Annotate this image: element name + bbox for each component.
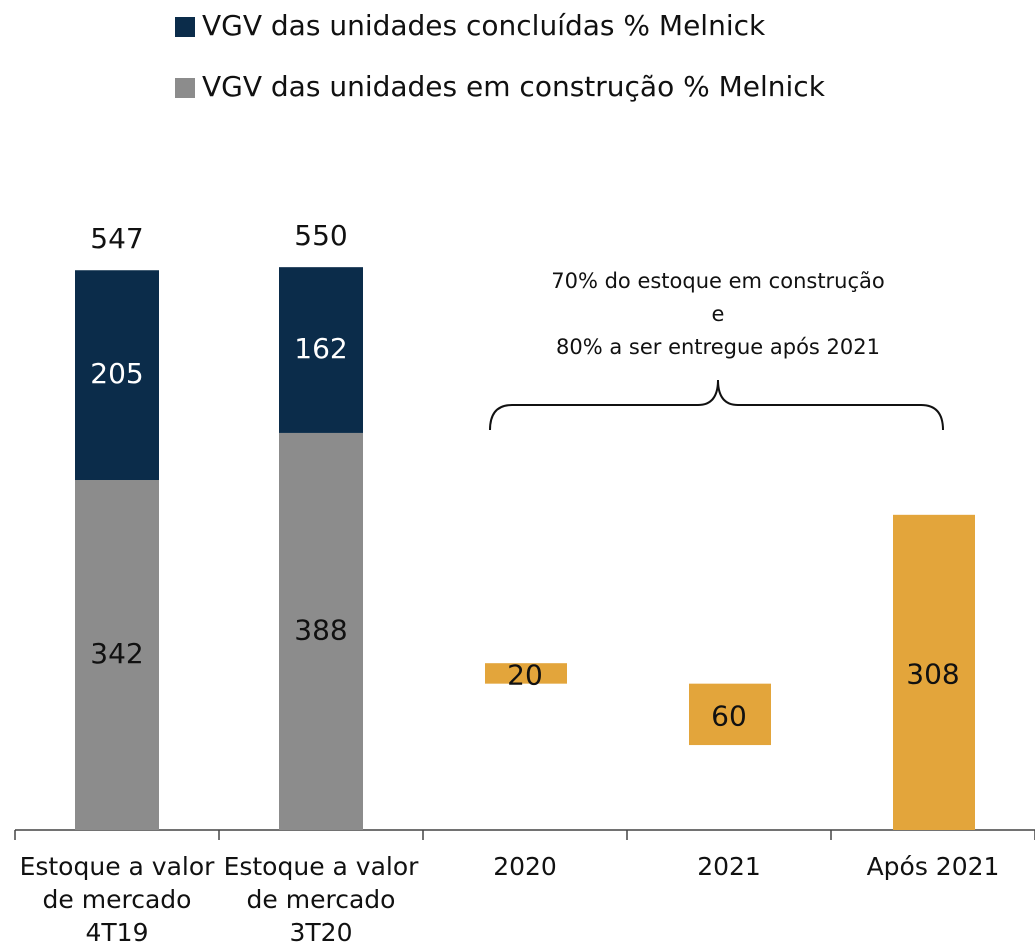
data-label: 60 — [711, 699, 747, 732]
x-tick-label: de mercado — [43, 885, 192, 914]
data-label: 205 — [90, 357, 143, 390]
x-tick-label: 2020 — [493, 852, 557, 881]
annotation: 80% a ser entregue após 2021 — [556, 335, 880, 359]
total-label: 550 — [294, 219, 347, 252]
x-tick-label: 3T20 — [290, 918, 353, 947]
waterfall-bar — [893, 514, 975, 830]
bar-segment — [75, 270, 159, 481]
legend-label: VGV das unidades em construção % Melnick — [202, 70, 826, 103]
total-label: 547 — [90, 222, 143, 255]
x-tick-label: Estoque a valor — [224, 852, 420, 881]
waterfall-bar — [689, 683, 771, 746]
legend-swatch — [175, 78, 195, 98]
bar-segment — [75, 480, 159, 830]
data-label: 308 — [906, 657, 959, 690]
annotation: e — [712, 302, 725, 326]
legend-swatch — [175, 17, 195, 37]
x-tick-label: Após 2021 — [867, 852, 1000, 881]
brace — [489, 379, 944, 431]
waterfall-bar — [485, 663, 567, 684]
bar-segment — [279, 432, 363, 830]
x-tick-label: Estoque a valor — [20, 852, 216, 881]
data-label: 388 — [294, 613, 347, 646]
x-tick-label: de mercado — [247, 885, 396, 914]
legend-label: VGV das unidades concluídas % Melnick — [202, 9, 766, 42]
data-label: 162 — [294, 332, 347, 365]
data-label: 342 — [90, 637, 143, 670]
data-label: 20 — [507, 658, 543, 691]
annotation: 70% do estoque em construção — [551, 269, 885, 293]
x-tick-label: 4T19 — [86, 918, 149, 947]
bar-segment — [279, 267, 363, 433]
x-tick-label: 2021 — [697, 852, 761, 881]
